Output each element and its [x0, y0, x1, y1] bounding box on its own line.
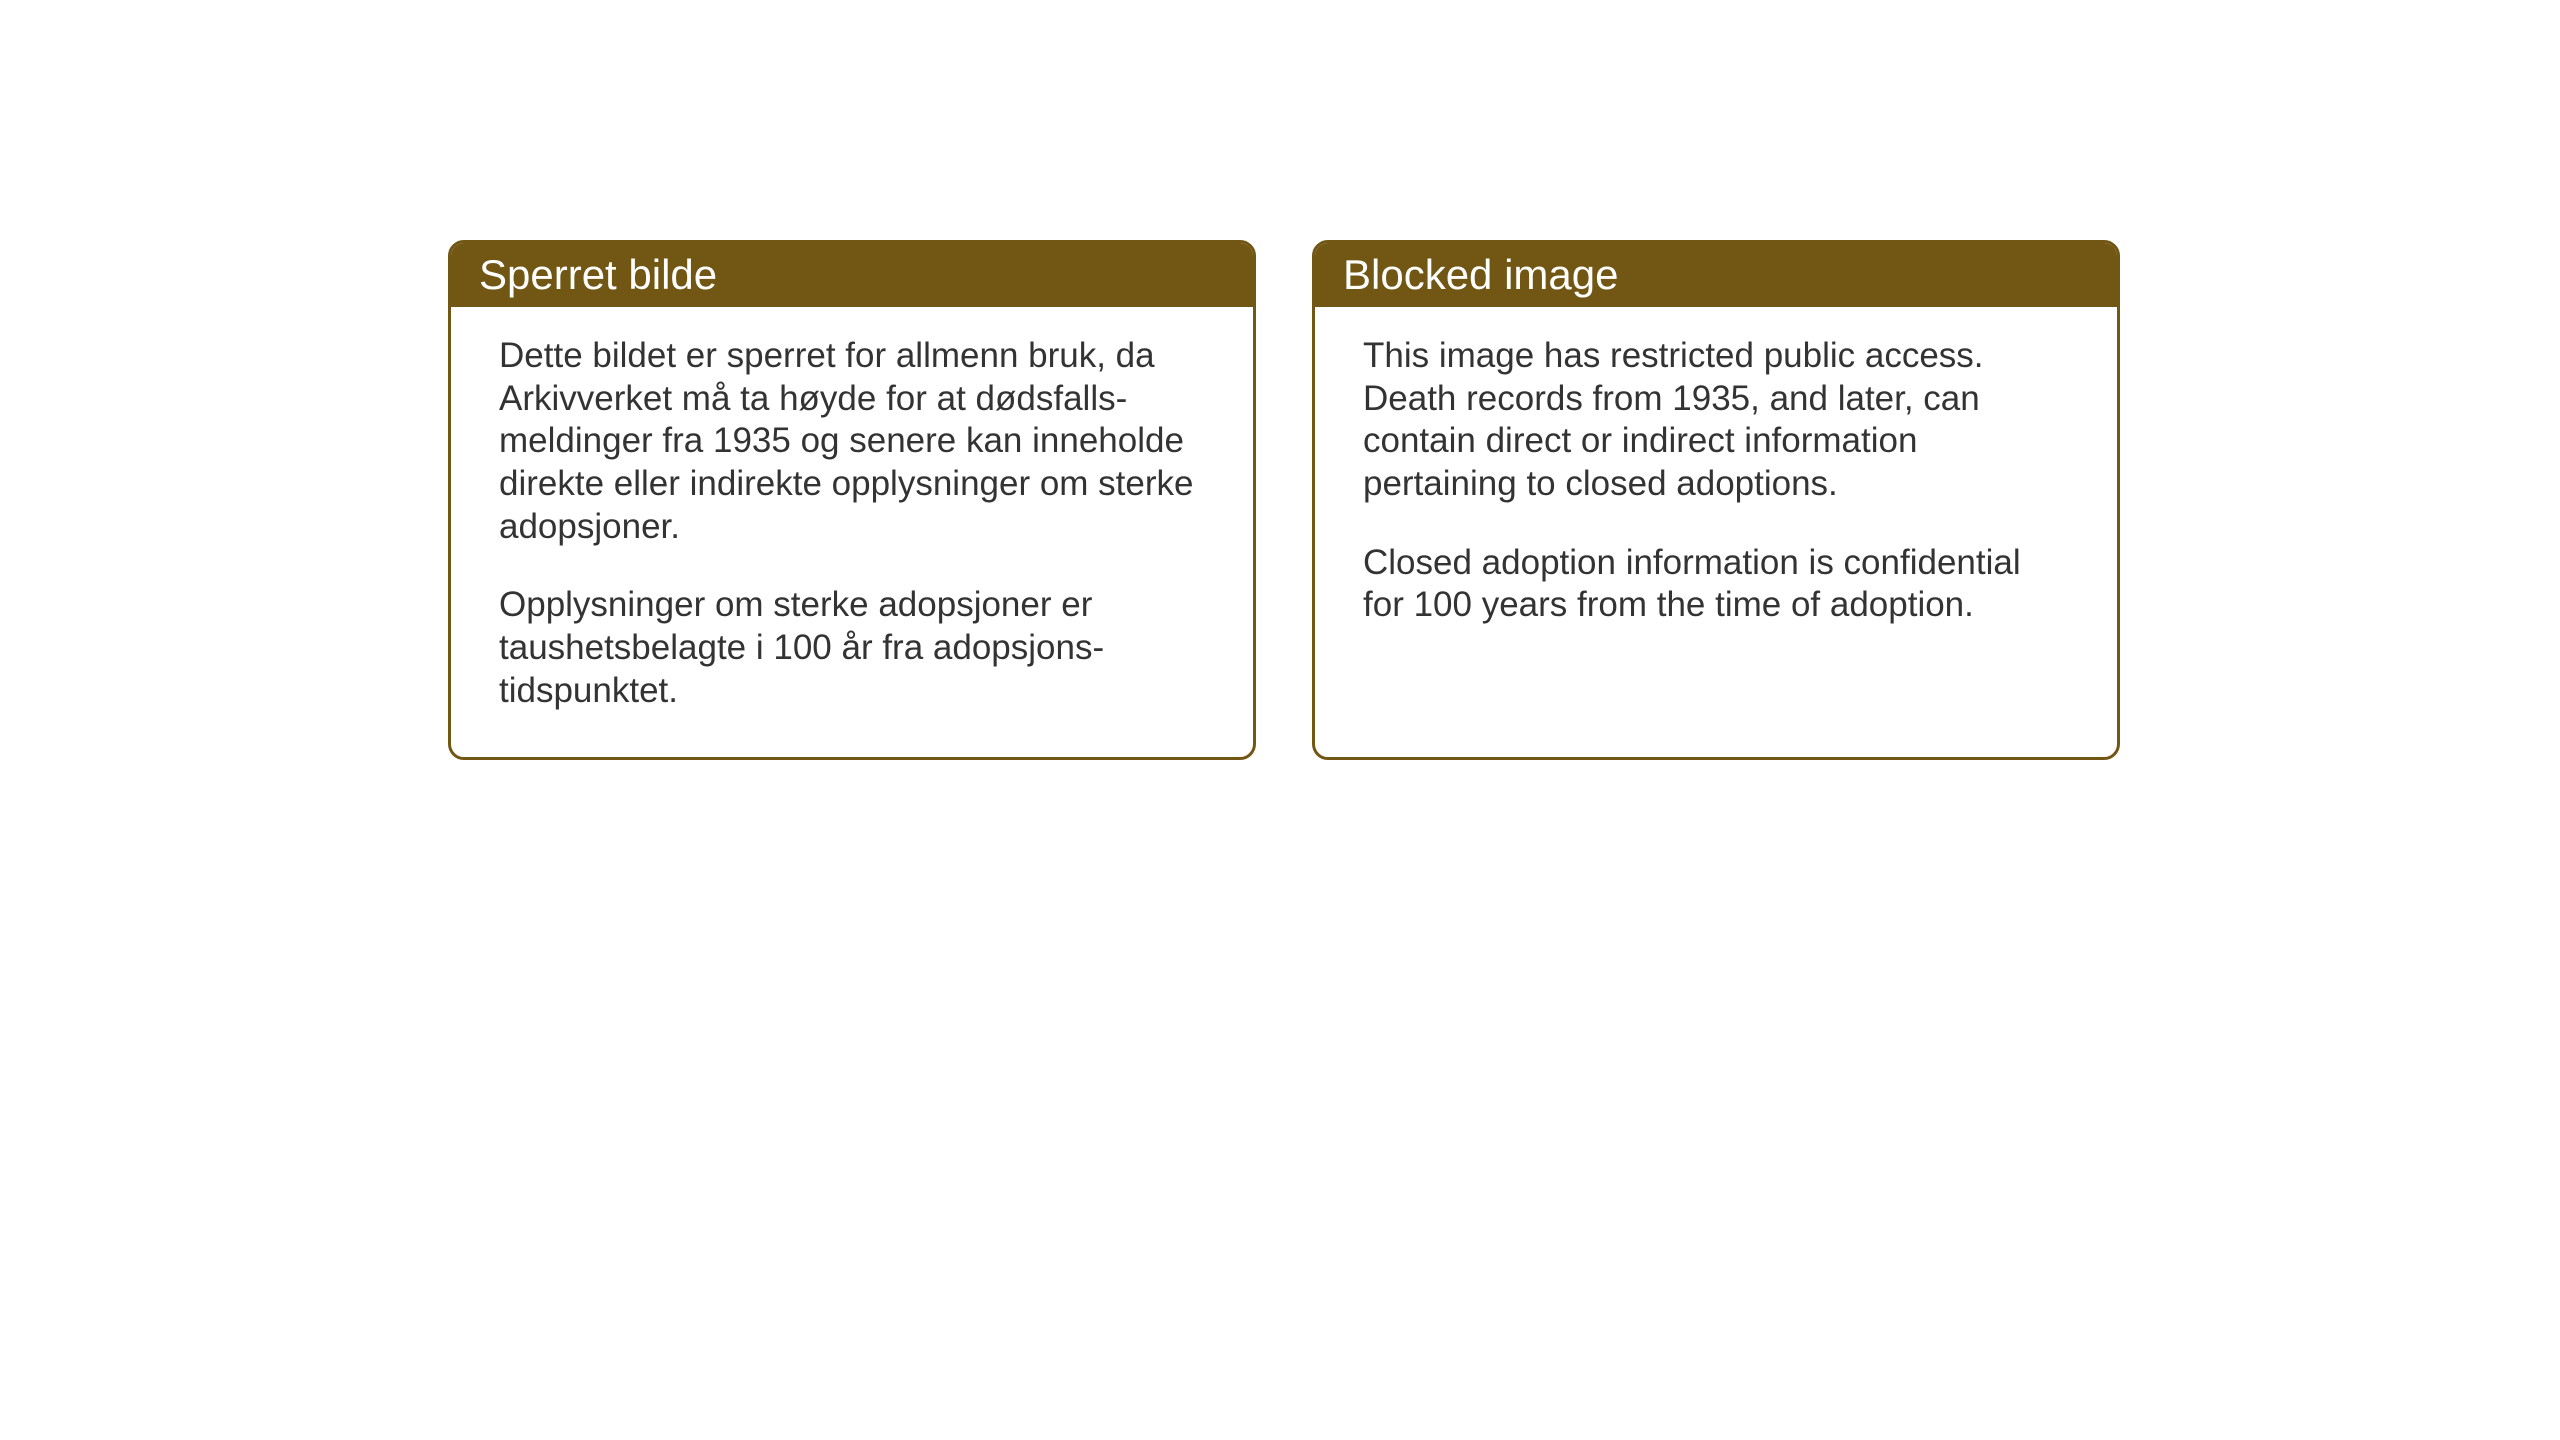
- card-norwegian-header: Sperret bilde: [451, 243, 1253, 307]
- card-norwegian-paragraph-2: Opplysninger om sterke adopsjoner er tau…: [499, 584, 1205, 712]
- card-norwegian-paragraph-1: Dette bildet er sperret for allmenn bruk…: [499, 335, 1205, 548]
- cards-container: Sperret bilde Dette bildet er sperret fo…: [448, 240, 2120, 760]
- card-english-paragraph-2: Closed adoption information is confident…: [1363, 542, 2069, 627]
- card-english-body: This image has restricted public access.…: [1315, 307, 2117, 671]
- card-english-header: Blocked image: [1315, 243, 2117, 307]
- card-norwegian: Sperret bilde Dette bildet er sperret fo…: [448, 240, 1256, 760]
- card-english-paragraph-1: This image has restricted public access.…: [1363, 335, 2069, 506]
- card-english: Blocked image This image has restricted …: [1312, 240, 2120, 760]
- card-norwegian-body: Dette bildet er sperret for allmenn bruk…: [451, 307, 1253, 757]
